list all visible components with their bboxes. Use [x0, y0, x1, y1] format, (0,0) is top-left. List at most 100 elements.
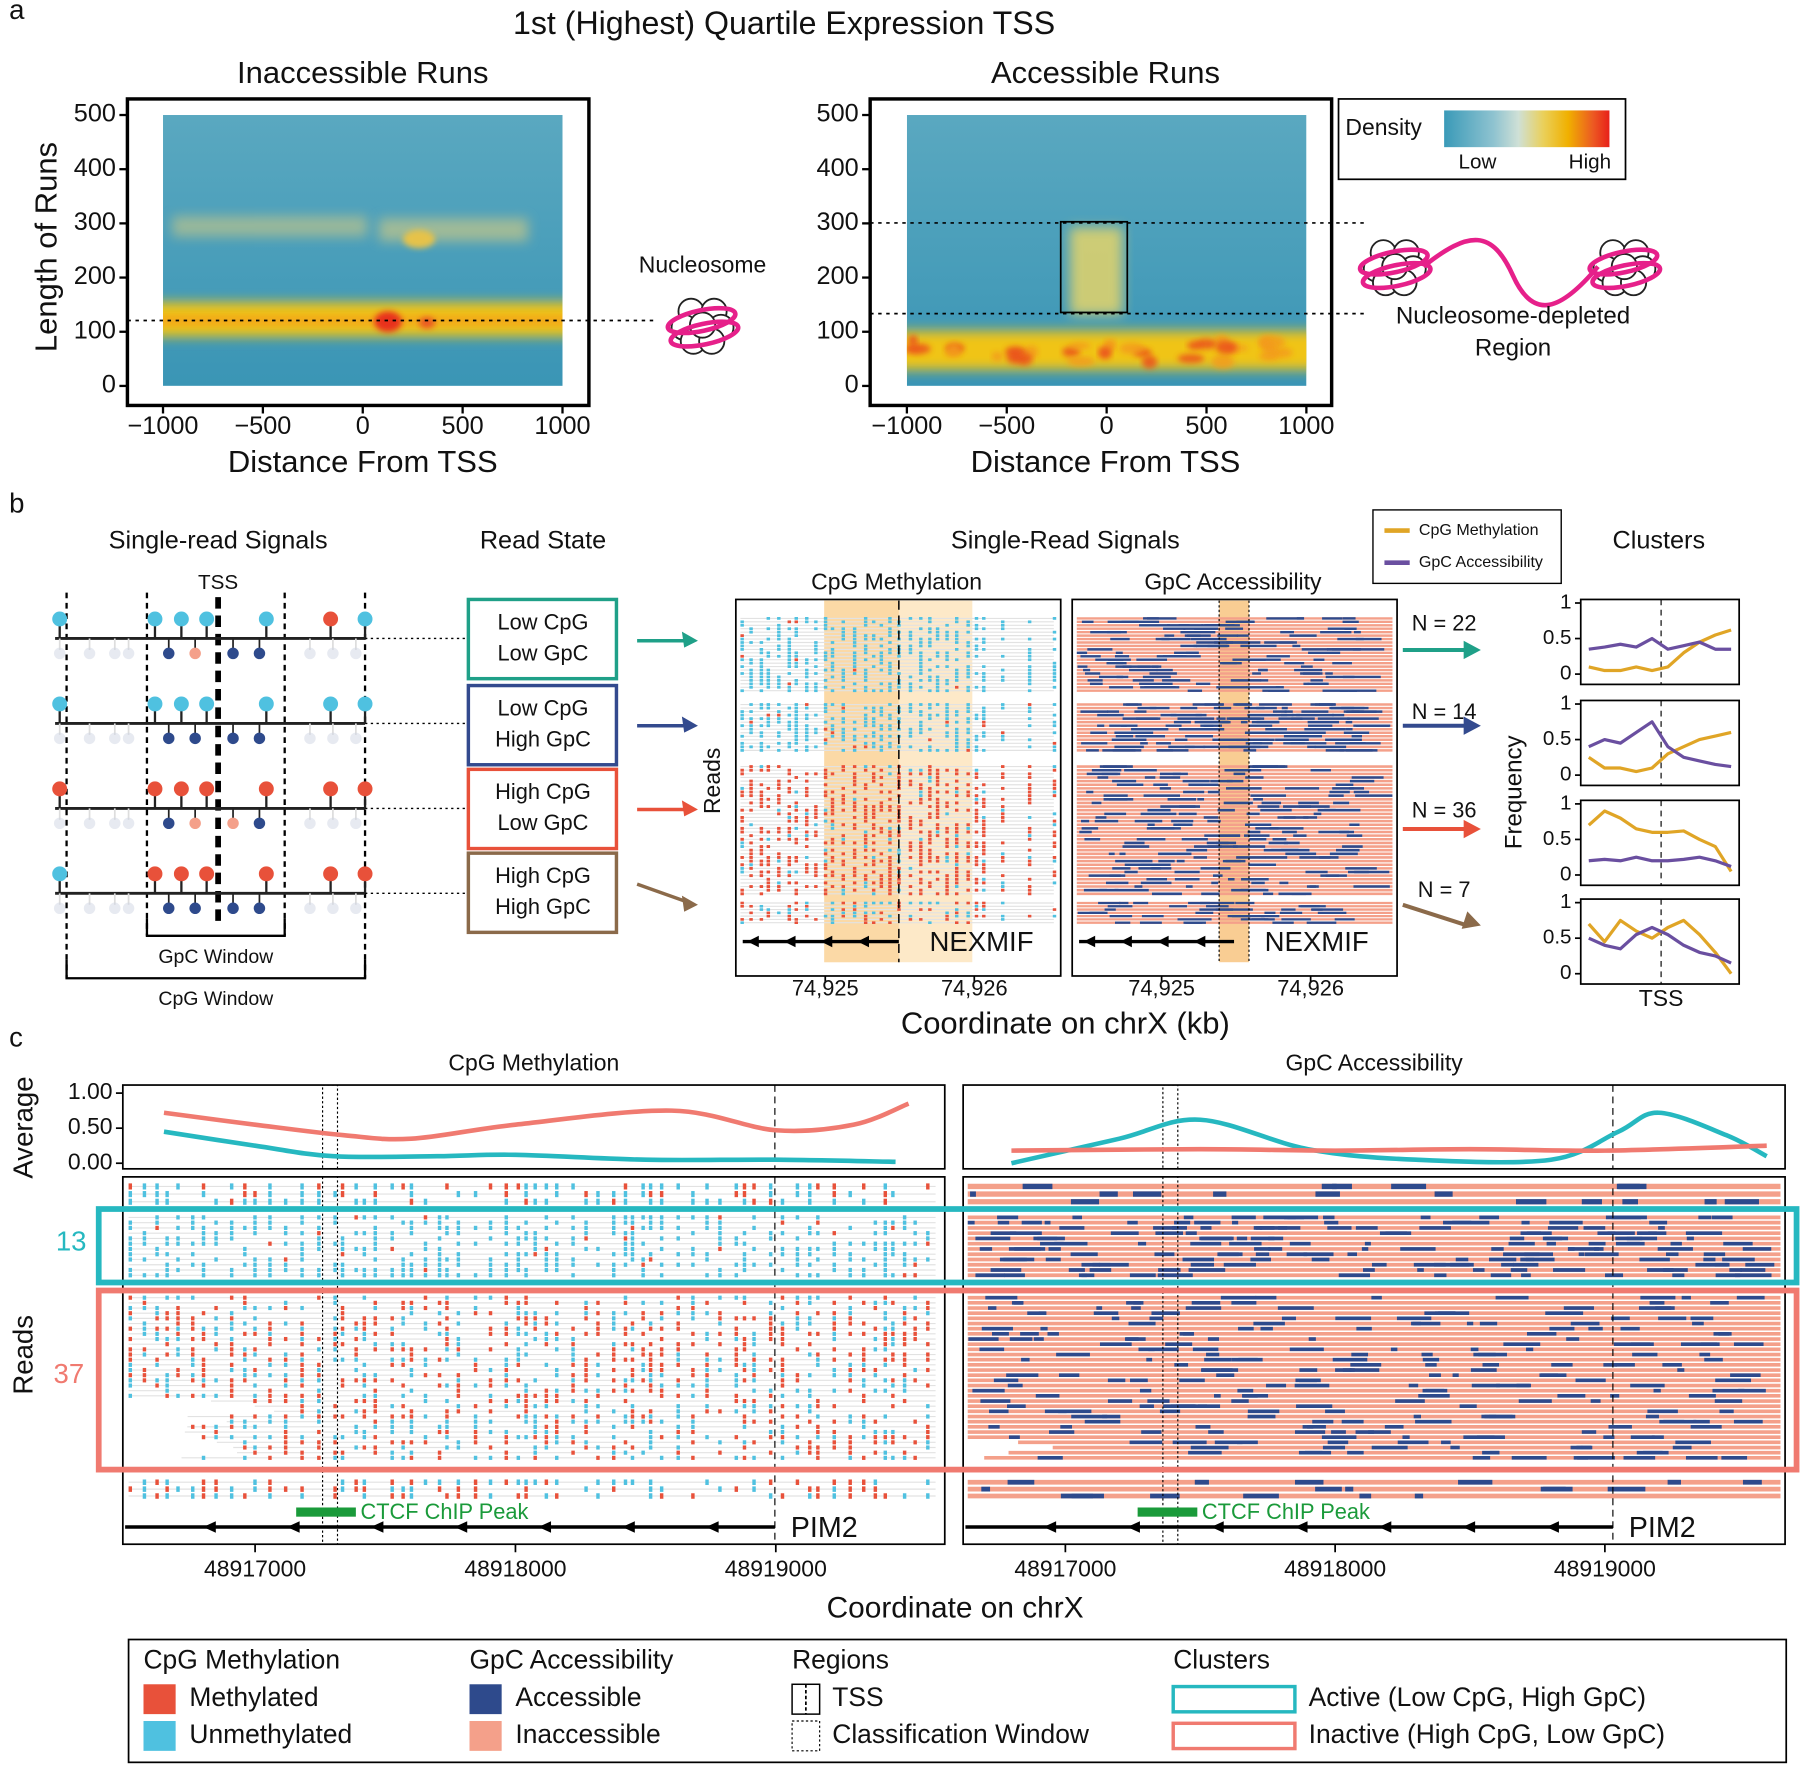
- cpg-site: [808, 1332, 811, 1336]
- cpg-site: [945, 735, 948, 738]
- cpg-site: [795, 856, 798, 859]
- x-tick-label: −500: [978, 412, 1035, 440]
- cpg-site: [341, 1378, 344, 1382]
- cpg-site: [777, 676, 780, 679]
- cpg-site: [143, 1257, 146, 1261]
- cpg-site: [824, 820, 827, 823]
- cpg-site: [584, 1409, 587, 1413]
- cpg-site: [864, 787, 867, 790]
- cpg-site: [517, 1263, 520, 1267]
- cpg-site: [888, 809, 891, 812]
- cpg-site: [796, 1301, 799, 1305]
- cpg-site: [445, 1347, 448, 1351]
- cpg-site: [317, 1368, 320, 1372]
- cpg-site: [202, 1273, 205, 1277]
- cpg-site: [1028, 816, 1031, 819]
- cpg-site: [517, 1378, 520, 1382]
- cpg-site: [317, 1337, 320, 1341]
- cpg-site: [457, 1252, 460, 1256]
- cpg-site: [555, 1493, 558, 1499]
- cpg-site: [155, 1493, 158, 1499]
- cpg-site: [955, 915, 958, 918]
- cpg-site: [341, 1316, 344, 1320]
- cpg-site: [880, 714, 883, 717]
- cpg-site: [474, 1486, 477, 1492]
- cpg-site: [945, 682, 948, 685]
- cpg-site: [848, 1226, 851, 1230]
- cpg-site: [363, 1378, 366, 1382]
- cpg-site: [374, 1425, 377, 1429]
- cpg-site: [909, 816, 912, 819]
- cpg-site: [165, 1493, 168, 1499]
- cpg-site: [410, 1273, 413, 1277]
- cpg-site: [888, 915, 891, 918]
- cpg-site: [945, 665, 948, 668]
- cpg-site: [824, 703, 827, 706]
- cpg-site: [903, 1456, 906, 1460]
- cpg-site: [853, 772, 856, 775]
- cpg-site: [853, 634, 856, 637]
- cpg-site: [880, 801, 883, 804]
- gene-arrow: [1463, 1521, 1476, 1532]
- cpg-site: [649, 1420, 652, 1424]
- heat-spot: [1067, 356, 1095, 366]
- cpg-site: [955, 787, 958, 790]
- cpg-site: [808, 1373, 811, 1377]
- arrowhead: [682, 717, 698, 733]
- cpg-site: [735, 1378, 738, 1382]
- cpg-site: [1053, 834, 1056, 837]
- cpg-site: [705, 1358, 708, 1362]
- cpg-site: [909, 845, 912, 848]
- cpg-site: [872, 902, 875, 905]
- cpg-site: [966, 791, 969, 794]
- cpg-site: [505, 1451, 508, 1455]
- cpg-site: [129, 1191, 132, 1197]
- cpg-site: [975, 820, 978, 823]
- cpg-site: [253, 1257, 256, 1261]
- cpg-site: [864, 669, 867, 672]
- cpg-site: [982, 827, 985, 830]
- cpg-site: [781, 1306, 784, 1310]
- cpg-site: [457, 1440, 460, 1444]
- cpg-site: [749, 918, 752, 921]
- cpg-site: [749, 834, 752, 837]
- cpg-site: [796, 1247, 799, 1251]
- cpg-site: [474, 1420, 477, 1424]
- cpg-site: [649, 1479, 652, 1485]
- lollipop: [199, 696, 214, 711]
- cpg-site: [631, 1456, 634, 1460]
- cpg-site: [214, 1316, 217, 1320]
- x-tick-label: 48919000: [1554, 1556, 1656, 1582]
- cpg-site: [676, 1311, 679, 1315]
- cpg-site: [874, 1420, 877, 1424]
- lollipop: [304, 903, 315, 914]
- cpg-site: [805, 724, 808, 727]
- legend-label: Classification Window: [832, 1719, 1090, 1749]
- legend-title: Regions: [792, 1644, 889, 1674]
- cpg-site: [571, 1337, 574, 1341]
- cpg-site: [705, 1226, 708, 1230]
- cpg-site: [1053, 841, 1056, 844]
- y-tick-label: 1: [1560, 791, 1572, 814]
- lollipop: [163, 818, 174, 829]
- cpg-site: [945, 749, 948, 752]
- cpg-site: [424, 1321, 427, 1325]
- cpg-site: [740, 889, 743, 892]
- cpg-site: [333, 1440, 336, 1444]
- cpg-site: [888, 921, 891, 924]
- cpg-site: [457, 1311, 460, 1315]
- cpg-site: [777, 638, 780, 641]
- lollipop: [52, 781, 67, 796]
- cpg-site: [897, 745, 900, 748]
- cpg-site: [545, 1389, 548, 1393]
- cpg-site: [842, 801, 845, 804]
- cpg-site: [718, 1221, 721, 1225]
- heat-spot: [1070, 342, 1090, 349]
- cpg-site: [740, 856, 743, 859]
- cpg-site: [641, 1273, 644, 1277]
- cpg-site: [864, 885, 867, 888]
- cpg-site: [268, 1420, 271, 1424]
- cpg-site: [796, 1321, 799, 1325]
- cpg-site: [457, 1257, 460, 1261]
- cpg-site: [862, 1352, 865, 1356]
